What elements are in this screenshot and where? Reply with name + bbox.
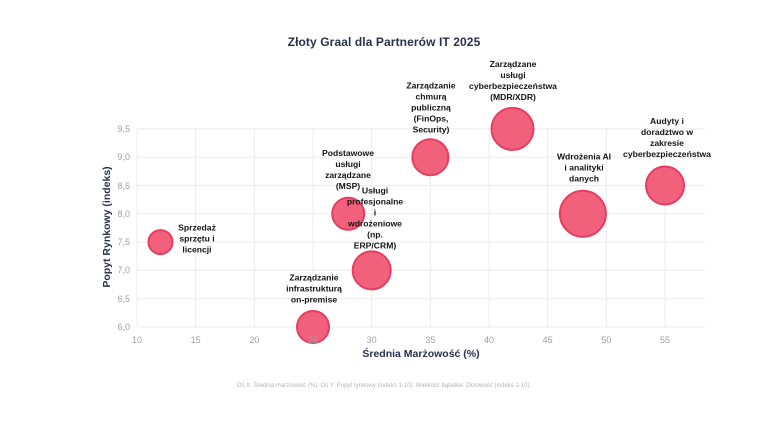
bubble [351,250,392,291]
bubble [558,189,607,238]
bubble [645,165,686,206]
chart-footnote: Oś X: Średnia marżowość (%). Oś Y: Popyt… [236,383,532,389]
bubble [411,138,450,177]
bubble [147,229,174,256]
bubble [490,106,535,151]
bubble [331,196,366,231]
bubble [296,310,331,344]
x-axis-title: Średnia Marżowość (%) [362,348,480,360]
chart-title: Złoty Graal dla Partnerów IT 2025 [287,35,481,49]
